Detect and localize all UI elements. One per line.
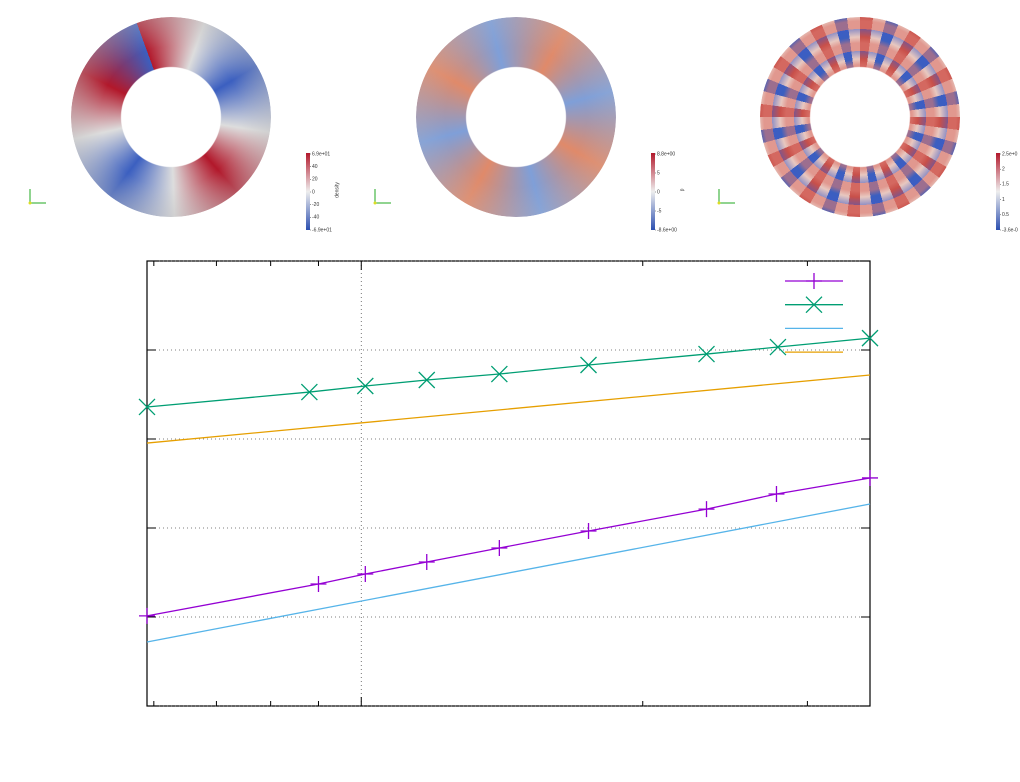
colorbar-label: 0 xyxy=(312,189,315,195)
marker xyxy=(580,356,597,374)
marker xyxy=(698,501,715,518)
marker xyxy=(139,607,155,624)
colorbar-label: 5 xyxy=(657,170,660,176)
colorbar-label: 20 xyxy=(312,177,318,183)
marker xyxy=(418,553,435,570)
series-line xyxy=(146,337,871,408)
marker xyxy=(300,383,318,401)
colorbar-label: -6.9e+01 xyxy=(312,227,332,233)
legend-marker xyxy=(805,296,823,314)
marker xyxy=(769,338,787,356)
marker xyxy=(861,329,879,347)
marker xyxy=(491,540,508,557)
series-line xyxy=(146,374,871,444)
colorbar-title: p xyxy=(679,188,685,191)
colorbar-label: 6.9e+01 xyxy=(312,151,330,157)
colorbar-label: 0 xyxy=(657,189,660,195)
marker xyxy=(862,469,878,486)
colorbar-label: -40 xyxy=(312,215,319,221)
colorbar-label: 8.8e+00 xyxy=(657,151,675,157)
annulus-density xyxy=(71,17,271,217)
marker xyxy=(357,566,374,583)
colorbar-label: 1.5 xyxy=(1002,182,1009,188)
marker xyxy=(768,486,785,502)
axes-icons xyxy=(28,189,735,205)
colorbar-title: density xyxy=(334,182,340,198)
marker xyxy=(310,575,327,592)
legend-marker xyxy=(806,273,822,289)
colorbar-label: 2.5e+0 xyxy=(1002,151,1018,157)
colorbar-label: -3.6e-0 xyxy=(1002,227,1018,233)
colorbar-label: 0.5 xyxy=(1002,212,1009,218)
plot-frame xyxy=(146,260,871,707)
series-line xyxy=(146,503,871,643)
colorbar xyxy=(306,153,310,230)
annulus-pressure xyxy=(416,17,616,217)
colorbar-label: 1 xyxy=(1002,197,1005,203)
marker xyxy=(490,365,508,383)
colorbar xyxy=(996,153,1000,230)
marker xyxy=(698,345,715,363)
marker xyxy=(138,398,156,416)
colorbar xyxy=(651,153,655,230)
marker xyxy=(418,371,436,389)
colorbar-label: -8.6e+00 xyxy=(657,227,677,233)
marker xyxy=(356,377,374,395)
series-line xyxy=(146,477,871,617)
colorbar-label: -20 xyxy=(312,202,319,208)
colorbar-label: 40 xyxy=(312,164,318,170)
annulus-field xyxy=(760,17,960,217)
marker xyxy=(580,523,597,540)
colorbar-label: -5 xyxy=(657,208,662,214)
colorbar-label: 2 xyxy=(1002,167,1005,173)
